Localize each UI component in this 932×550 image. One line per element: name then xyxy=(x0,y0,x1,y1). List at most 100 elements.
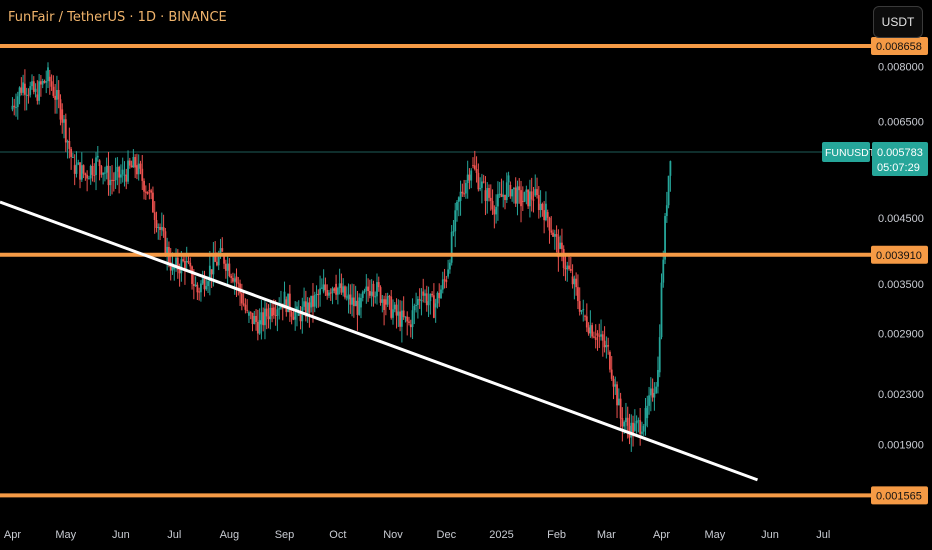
candle-body xyxy=(436,292,439,304)
candle-body xyxy=(555,234,558,237)
candle-body xyxy=(153,212,156,221)
x-tick-label: Oct xyxy=(329,529,346,541)
candle-body xyxy=(249,312,252,314)
candle-body xyxy=(424,293,426,296)
candle-body xyxy=(475,169,478,173)
candle-body xyxy=(630,422,633,438)
candle-body xyxy=(328,292,330,296)
candle-body xyxy=(312,295,314,307)
candle-body xyxy=(386,296,389,305)
currency-unit-button[interactable]: USDT xyxy=(873,6,923,38)
candle-body xyxy=(290,312,293,317)
candle-body xyxy=(23,83,26,95)
candle-body xyxy=(251,312,254,325)
candle-body xyxy=(633,423,636,431)
candle-body xyxy=(18,87,21,97)
candle-body xyxy=(61,109,64,123)
candle-body xyxy=(32,81,35,92)
candle-body xyxy=(317,293,320,295)
candle-body xyxy=(534,189,537,196)
candle-body xyxy=(409,324,412,328)
candle-body xyxy=(585,316,588,328)
candle-body xyxy=(390,296,393,318)
candle-body xyxy=(669,161,672,176)
candle-body xyxy=(125,174,128,182)
candle-body xyxy=(625,417,627,423)
candle-body xyxy=(637,420,640,422)
x-tick-label: Jun xyxy=(761,529,779,541)
candle-body xyxy=(79,162,81,180)
candle-body xyxy=(562,249,565,268)
candle-body xyxy=(205,286,208,290)
candle-body xyxy=(64,119,67,143)
candle-body xyxy=(406,316,409,322)
candle-body xyxy=(20,87,23,93)
candle-body xyxy=(641,431,643,434)
candle-body xyxy=(223,255,225,264)
candle-body xyxy=(304,301,307,317)
candle-body xyxy=(56,89,58,100)
candle-body xyxy=(377,282,380,288)
candle-body xyxy=(278,308,281,310)
candle-body xyxy=(39,81,42,85)
candle-body xyxy=(514,187,517,204)
candle-body xyxy=(136,165,138,175)
candle-body xyxy=(493,209,496,215)
y-tick-label: 0.006500 xyxy=(878,116,924,128)
candle-body xyxy=(432,295,435,318)
candle-body xyxy=(176,257,179,270)
candle-body xyxy=(537,195,540,211)
candle-body xyxy=(646,405,649,419)
candle-body xyxy=(372,283,375,297)
candle-body xyxy=(584,315,586,317)
candle-body xyxy=(365,286,368,291)
x-tick-label: Apr xyxy=(4,529,21,541)
candle-body xyxy=(274,315,277,317)
candle-body xyxy=(425,293,428,306)
candle-body xyxy=(411,310,414,328)
candle-body xyxy=(141,168,144,181)
candle-body xyxy=(150,190,153,193)
candle-body xyxy=(326,289,329,296)
candle-body xyxy=(468,174,471,181)
candle-body xyxy=(543,210,546,221)
candle-body xyxy=(127,160,129,182)
x-tick-label: Jul xyxy=(167,529,181,541)
level-price-tag xyxy=(871,486,928,505)
candle-body xyxy=(557,236,560,258)
candle-body xyxy=(121,169,124,175)
candle-body xyxy=(571,276,574,285)
candle-body xyxy=(288,293,291,313)
level-price-label: 0.008658 xyxy=(876,41,922,53)
candle-body xyxy=(287,293,289,312)
y-tick-label: 0.001900 xyxy=(878,439,924,451)
candle-body xyxy=(162,227,165,232)
symbol-tag xyxy=(822,141,870,162)
candle-body xyxy=(320,287,323,289)
candle-body xyxy=(516,186,519,204)
candle-body xyxy=(185,260,188,263)
candle-body xyxy=(194,284,197,287)
x-tick-label: Dec xyxy=(437,529,457,541)
candle-body xyxy=(217,256,220,266)
candle-body xyxy=(11,105,14,110)
candle-body xyxy=(36,94,39,101)
candle-body xyxy=(171,263,174,271)
candle-body xyxy=(269,307,272,320)
candle-body xyxy=(507,175,510,183)
candle-body xyxy=(345,296,348,298)
x-tick-label: May xyxy=(55,529,76,541)
candle-body xyxy=(208,265,211,282)
candle-body xyxy=(505,182,508,201)
candle-body xyxy=(297,311,300,316)
candle-body xyxy=(415,304,418,306)
candle-body xyxy=(84,173,87,176)
candle-body xyxy=(134,157,137,168)
candle-body xyxy=(477,172,480,190)
candle-body xyxy=(402,310,405,317)
candle-body xyxy=(388,296,391,298)
candle-body xyxy=(283,291,286,309)
candle-body xyxy=(395,304,398,316)
candle-body xyxy=(232,277,234,282)
